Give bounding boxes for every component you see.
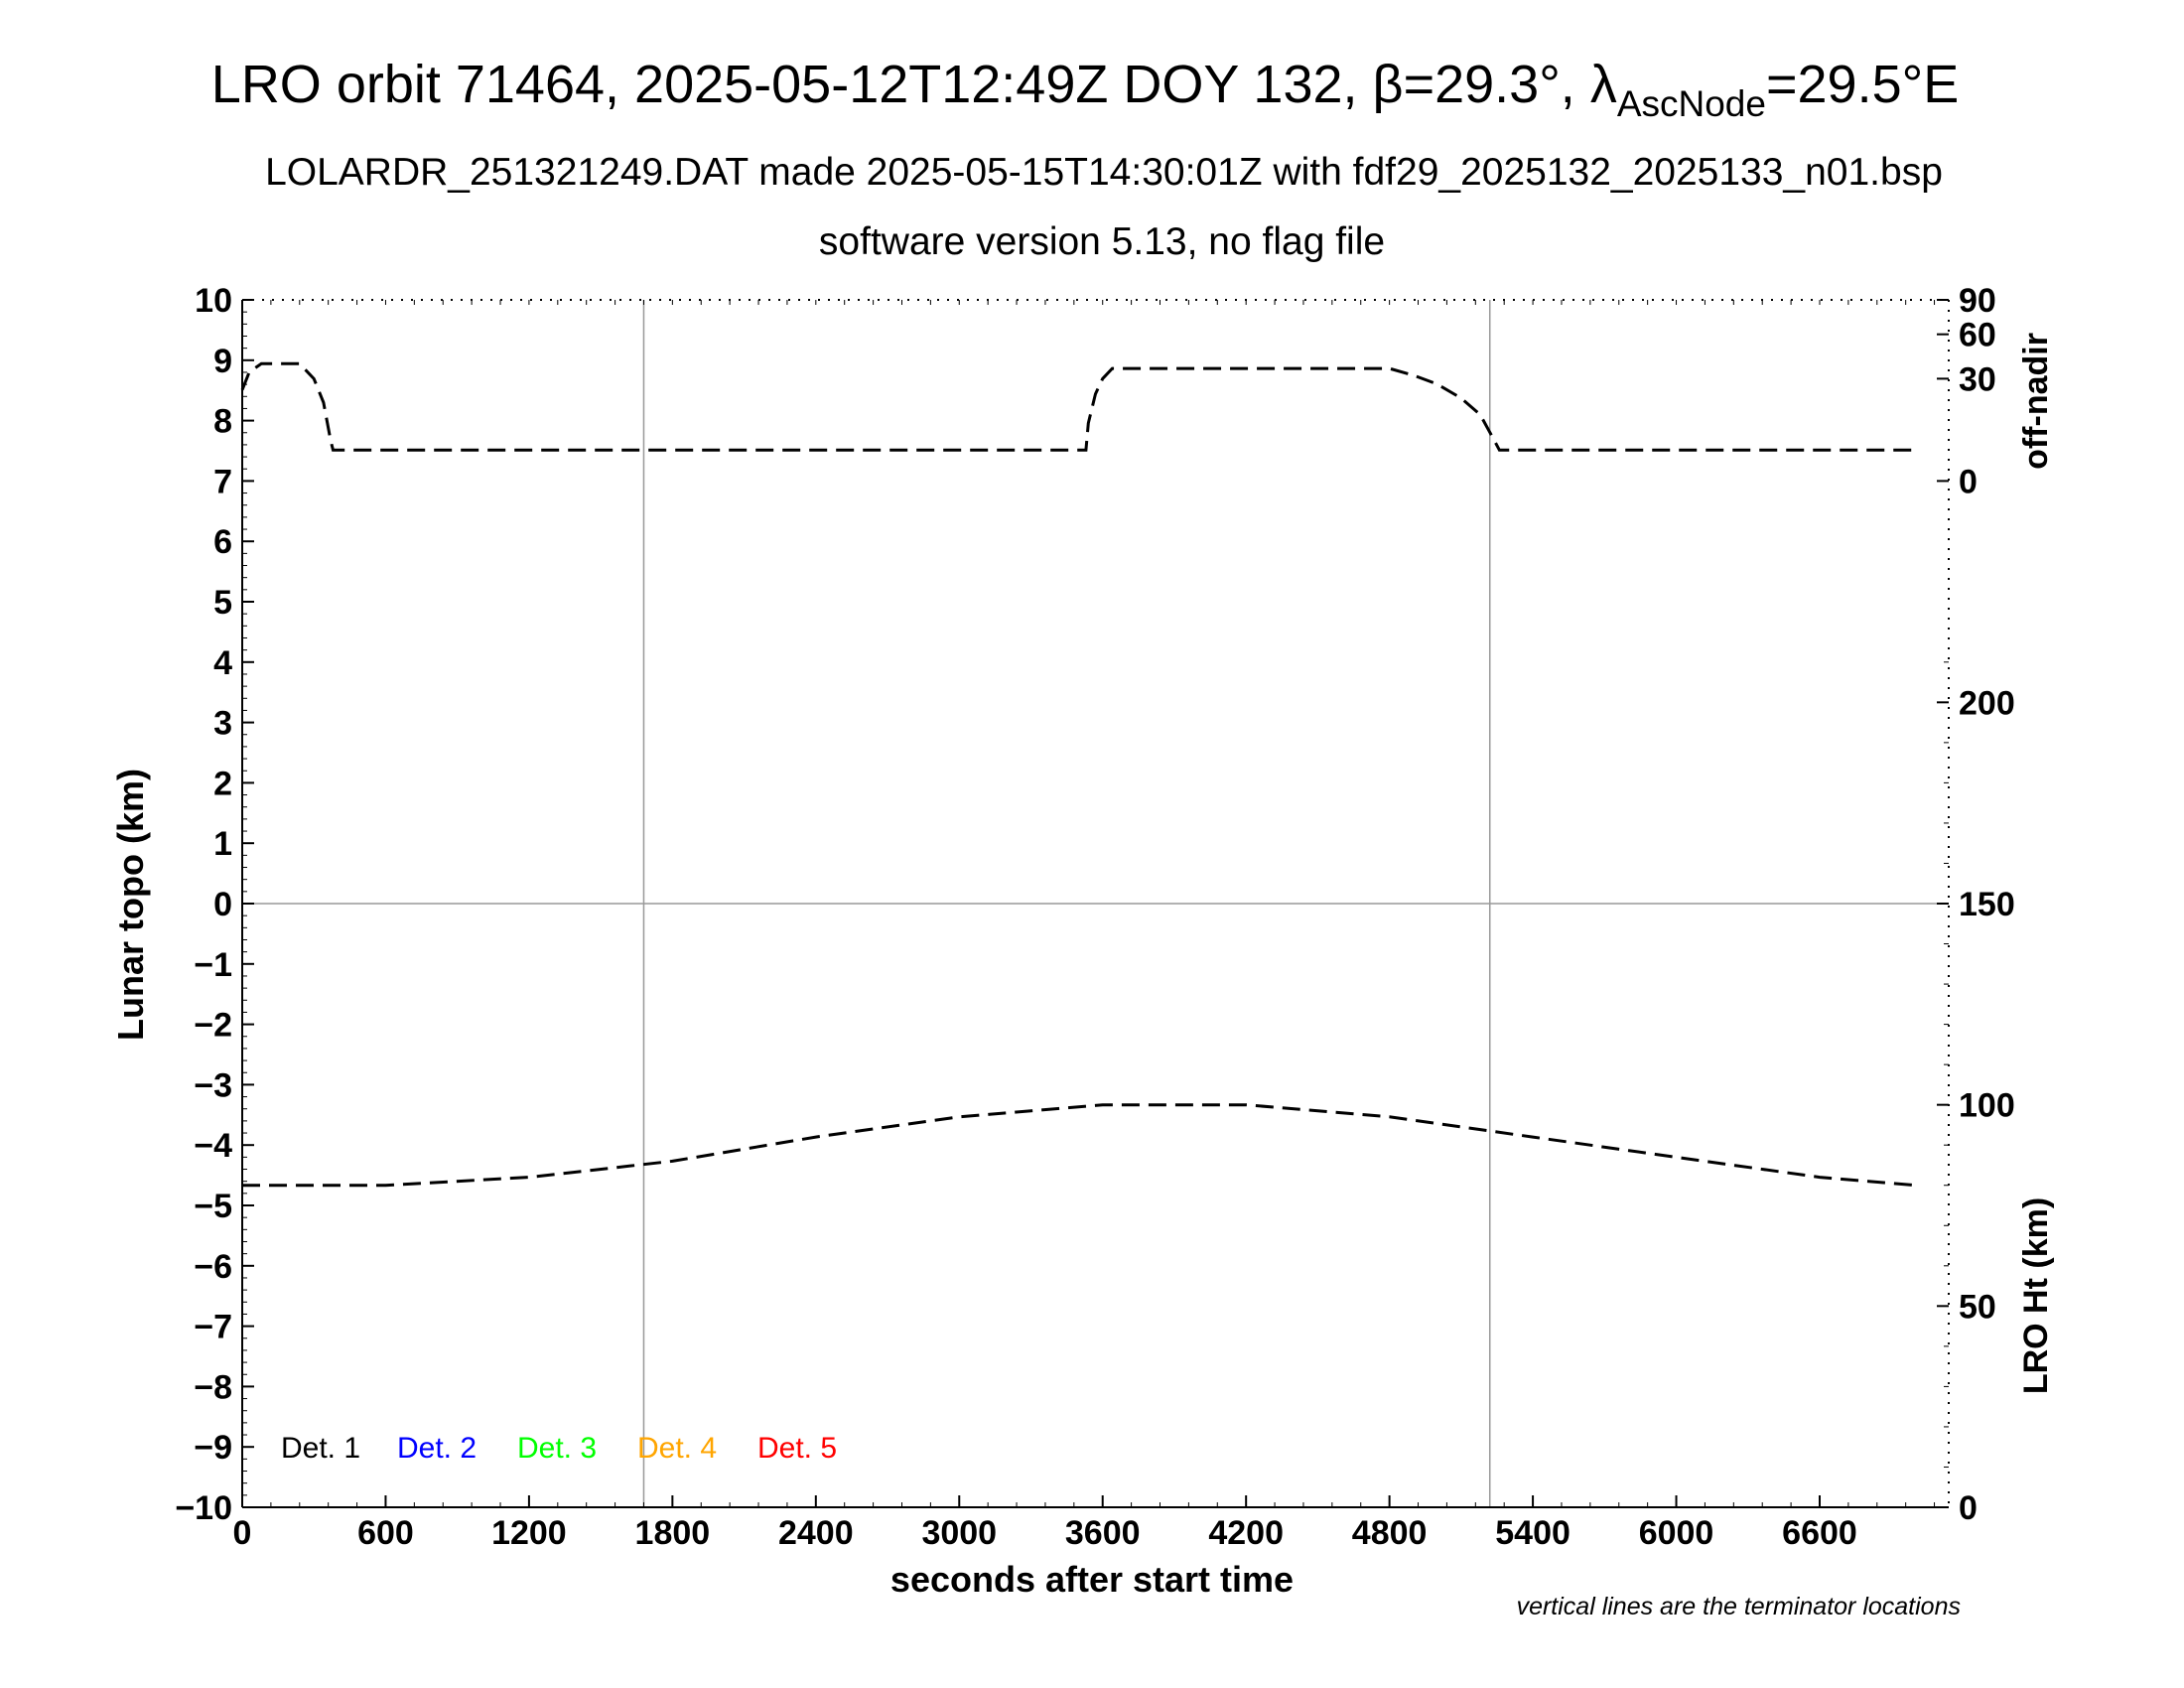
legend-item: Det. 2 — [397, 1432, 477, 1465]
bottom-tick-label: 4800 — [1352, 1514, 1428, 1552]
chart-subtitle-file: LOLARDR_251321249.DAT made 2025-05-15T14… — [265, 151, 1943, 194]
left-tick-label: −10 — [175, 1489, 232, 1527]
right-top-tick-label: 0 — [1959, 463, 1978, 500]
grid-layer — [242, 300, 1949, 1507]
left-tick-label: 5 — [213, 584, 232, 622]
right-top-tick-label: 60 — [1959, 317, 1996, 354]
left-tick-label: −6 — [194, 1248, 232, 1286]
y-axis-label-right-bottom: LRO Ht (km) — [2017, 1197, 2055, 1394]
bottom-tick-label: 2400 — [778, 1514, 854, 1552]
left-tick-label: 4 — [213, 644, 232, 682]
legend-item: Det. 3 — [517, 1432, 597, 1465]
chart-title: LRO orbit 71464, 2025-05-12T12:49Z DOY 1… — [211, 55, 1959, 124]
left-tick-label: 3 — [213, 705, 232, 743]
right-bottom-tick-label: 100 — [1959, 1087, 2015, 1125]
bottom-tick-label: 1200 — [491, 1514, 567, 1552]
left-tick-label: 2 — [213, 765, 232, 802]
left-tick-label: −7 — [194, 1309, 232, 1346]
legend-item: Det. 5 — [757, 1432, 837, 1465]
y-axis-label-left: Lunar topo (km) — [110, 769, 151, 1041]
bottom-tick-label: 3600 — [1065, 1514, 1141, 1552]
chart-subtitle-software: software version 5.13, no flag file — [819, 220, 1385, 263]
bottom-tick-label: 1800 — [635, 1514, 711, 1552]
bottom-tick-label: 3000 — [921, 1514, 997, 1552]
bottom-tick-label: 4200 — [1208, 1514, 1284, 1552]
right-bottom-tick-label: 150 — [1959, 886, 2015, 923]
terminator-footnote: vertical lines are the terminator locati… — [1517, 1593, 1961, 1620]
left-tick-label: −2 — [194, 1007, 232, 1045]
left-tick-label: −3 — [194, 1066, 232, 1104]
bottom-axis-ticks: 0 600 1200 1800 2400 3000 3600 4200 4800 5400 6000… — [233, 300, 1936, 1552]
right-bottom-tick-label: 0 — [1959, 1489, 1978, 1527]
left-tick-label: −9 — [194, 1429, 232, 1467]
left-tick-label: 10 — [195, 282, 232, 320]
left-tick-label: 7 — [213, 463, 232, 500]
right-bottom-tick-label: 200 — [1959, 684, 2015, 722]
left-tick-label: −5 — [194, 1188, 232, 1225]
legend-item: Det. 1 — [281, 1432, 360, 1465]
legend-item: Det. 4 — [637, 1432, 717, 1465]
left-tick-label: 8 — [213, 403, 232, 441]
series-layer — [240, 361, 1916, 1188]
bottom-tick-label: 5400 — [1495, 1514, 1570, 1552]
bottom-tick-label: 0 — [233, 1514, 252, 1552]
bottom-tick-label: 6000 — [1639, 1514, 1714, 1552]
right-top-tick-label: 90 — [1959, 282, 1996, 320]
right-top-tick-label: 30 — [1959, 360, 1996, 398]
left-tick-label: −1 — [194, 946, 232, 984]
left-tick-label: 0 — [213, 886, 232, 923]
bottom-tick-label: 600 — [357, 1514, 414, 1552]
left-tick-label: 1 — [213, 825, 232, 863]
x-axis-label: seconds after start time — [890, 1559, 1294, 1600]
left-tick-label: 9 — [213, 343, 232, 380]
y-axis-label-right-top: off-nadir — [2017, 333, 2055, 470]
bottom-tick-label: 6600 — [1782, 1514, 1857, 1552]
left-tick-label: −8 — [194, 1368, 232, 1406]
right-bottom-tick-label: 50 — [1959, 1288, 1996, 1326]
series-line-right-bottom — [242, 1103, 1916, 1188]
series-line-right-top — [240, 361, 1916, 452]
left-tick-label: 6 — [213, 523, 232, 561]
left-tick-label: −4 — [194, 1127, 232, 1165]
legend: Det. 1 Det. 2 Det. 3 Det. 4 Det. 5 — [281, 1432, 837, 1465]
